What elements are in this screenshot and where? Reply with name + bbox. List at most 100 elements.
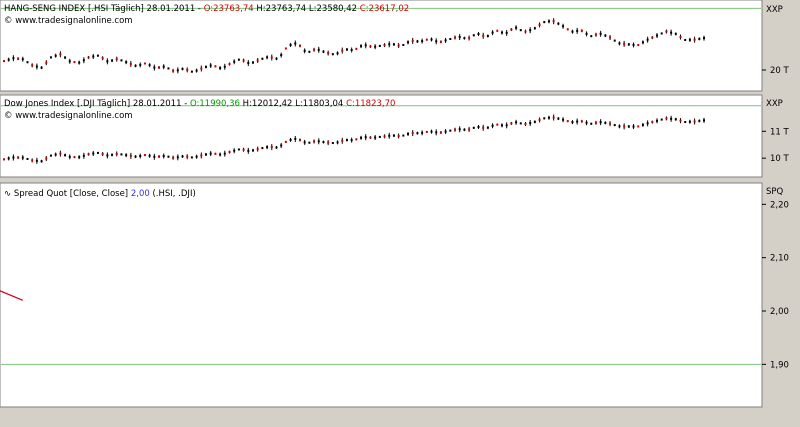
price-bar-body: [111, 59, 114, 62]
price-bar-body: [148, 64, 151, 67]
price-bar-body: [172, 69, 175, 72]
price-bar-body: [158, 66, 161, 69]
price-bar-body: [195, 155, 198, 158]
price-bar-body: [237, 58, 240, 61]
price-bar-body: [510, 122, 513, 125]
price-bar-body: [82, 59, 85, 62]
price-bar-body: [665, 117, 668, 120]
price-bar-body: [693, 120, 696, 123]
price-bar-body: [294, 42, 297, 45]
price-bar-body: [505, 31, 508, 34]
price-bar-body: [609, 122, 612, 125]
price-bar-body: [439, 131, 442, 134]
price-bar-body: [533, 27, 536, 30]
price-bar-body: [482, 34, 485, 37]
price-bar-body: [637, 44, 640, 47]
price-bar-body: [454, 36, 457, 39]
price-bar-body: [209, 152, 212, 155]
price-bar-body: [247, 62, 250, 65]
price-bar-body: [670, 117, 673, 120]
price-bar-body: [397, 44, 400, 47]
price-bar-body: [242, 59, 245, 62]
price-bar-body: [604, 34, 607, 37]
price-bar-body: [327, 52, 330, 55]
price-bar-body: [284, 140, 287, 143]
price-bar-body: [181, 155, 184, 158]
price-bar-body: [576, 29, 579, 32]
price-bar-body: [111, 153, 114, 156]
price-bar-body: [651, 121, 654, 124]
price-bar-body: [430, 38, 433, 41]
price-bar-body: [369, 136, 372, 139]
price-bar-body: [679, 119, 682, 122]
price-bar-body: [125, 61, 128, 64]
price-bar-body: [350, 49, 353, 51]
price-bar-body: [190, 156, 193, 159]
price-bar-body: [519, 29, 522, 32]
hsi-low: L:23580,42: [309, 4, 357, 14]
price-bar-body: [3, 60, 5, 63]
price-bar-body: [167, 67, 170, 70]
price-bar-body: [576, 120, 579, 123]
price-bar-body: [425, 38, 428, 41]
price-bar-body: [557, 117, 560, 120]
price-bar-body: [515, 121, 518, 124]
price-bar-body: [477, 126, 480, 129]
price-bar-body: [463, 128, 466, 131]
price-bar-body: [256, 148, 259, 151]
price-bar-body: [125, 154, 128, 157]
price-bar-body: [176, 156, 179, 159]
price-bar-body: [500, 124, 503, 127]
price-bar-body: [331, 53, 334, 56]
price-bar-body: [355, 138, 358, 141]
price-bar-body: [519, 122, 522, 125]
spread-panel: [0, 182, 763, 408]
price-bar-body: [613, 39, 616, 42]
hsi-high: H:23763,74: [256, 4, 306, 14]
price-bar-body: [59, 152, 62, 155]
price-bar-body: [402, 44, 405, 47]
price-bar-body: [256, 59, 259, 62]
price-bar-body: [439, 40, 442, 43]
price-bar-body: [26, 157, 29, 160]
price-bar-body: [143, 154, 146, 157]
price-bar-body: [609, 36, 612, 39]
price-bar-body: [205, 65, 208, 68]
hsi-axis-label: 20 T: [770, 66, 790, 76]
price-bar-body: [200, 154, 203, 157]
price-bar-body: [228, 63, 231, 66]
price-bar-body: [397, 135, 400, 138]
price-bar-body: [35, 159, 38, 162]
price-bar-body: [374, 45, 377, 48]
price-bar-body: [566, 120, 569, 123]
price-bar-body: [496, 29, 499, 32]
price-bar-body: [421, 131, 424, 134]
price-bar-body: [214, 152, 217, 155]
price-bar-body: [590, 35, 593, 38]
dji-header: Dow Jones Index [.DJI Täglich] 28.01.201…: [4, 99, 395, 109]
price-bar-body: [392, 43, 395, 46]
price-bar-body: [54, 153, 57, 156]
price-bar-body: [416, 132, 419, 135]
price-bar-body: [350, 139, 353, 142]
price-bar-body: [21, 58, 24, 61]
hsi-name: HANG-SENG INDEX [.HSI Täglich] 28.01.201…: [4, 4, 201, 14]
price-bar-body: [96, 54, 99, 57]
price-bar-body: [407, 132, 410, 135]
price-bar-body: [599, 32, 602, 35]
price-bar-body: [143, 62, 146, 65]
price-bar-body: [660, 118, 663, 121]
price-bar-body: [533, 120, 536, 123]
price-bar-body: [298, 139, 301, 142]
price-bar-body: [78, 156, 81, 159]
price-bar-body: [115, 152, 118, 155]
price-bar-body: [407, 41, 410, 44]
price-bar-body: [571, 121, 574, 124]
price-bar-body: [670, 31, 673, 34]
price-bar-body: [529, 122, 532, 125]
hsi-axis-code: XXP: [766, 5, 783, 15]
hsi-panel: [0, 0, 763, 92]
price-bar-body: [641, 123, 644, 126]
price-bar-body: [139, 155, 142, 158]
price-bar-body: [106, 154, 109, 157]
